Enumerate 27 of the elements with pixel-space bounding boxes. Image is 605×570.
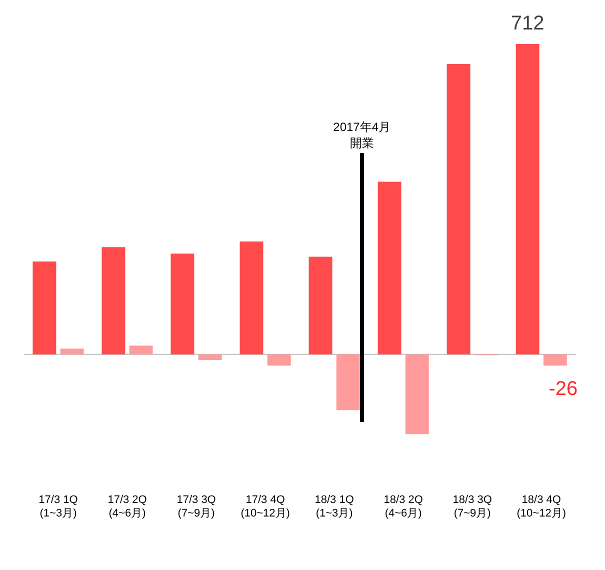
x-tick-label: 18/3 3Q (7~9月) xyxy=(452,494,492,520)
bar xyxy=(336,354,360,410)
bar xyxy=(32,261,56,354)
x-tick-label: 18/3 1Q (1~3月) xyxy=(314,494,354,520)
x-tick-label: 17/3 2Q (4~6月) xyxy=(108,494,148,520)
bar xyxy=(240,241,264,354)
x-tick-label: 18/3 2Q (4~6月) xyxy=(384,494,424,520)
x-tick-label: 17/3 1Q (1~3月) xyxy=(38,494,78,520)
bar xyxy=(170,254,194,354)
x-tick-label: 17/3 4Q (10~12月) xyxy=(240,494,290,520)
annotation: 開業 xyxy=(350,136,374,150)
x-tick-label: 17/3 3Q (7~9月) xyxy=(176,494,216,520)
bar xyxy=(516,44,540,354)
data-label: -26 xyxy=(548,378,578,400)
bar xyxy=(267,354,291,366)
x-tick-label: 18/3 4Q (10~12月) xyxy=(516,494,566,520)
bar xyxy=(308,256,332,354)
data-label: 712 xyxy=(510,12,544,35)
bar xyxy=(378,182,402,354)
annotation: 2017年4月 xyxy=(333,120,391,134)
bar xyxy=(60,348,84,354)
bar xyxy=(446,64,470,354)
bar xyxy=(198,354,222,360)
bar xyxy=(102,247,126,354)
bar xyxy=(129,346,153,354)
bar xyxy=(543,354,567,366)
bar xyxy=(405,354,429,434)
